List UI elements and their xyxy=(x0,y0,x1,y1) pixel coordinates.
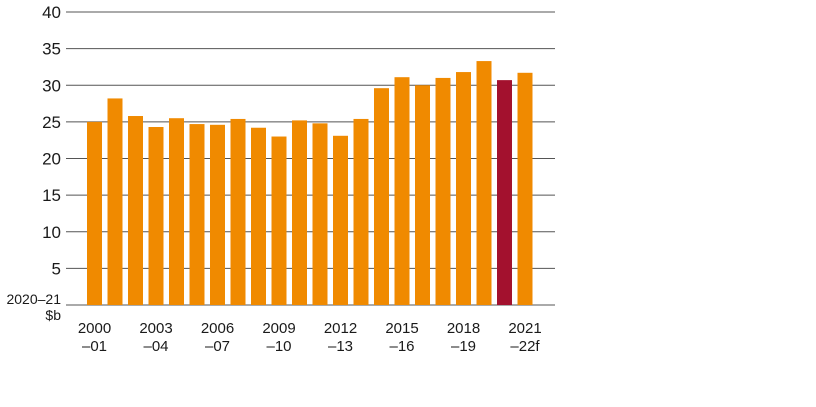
bar-2 xyxy=(128,116,143,305)
bar-18 xyxy=(456,72,471,305)
x-tick-label-suffix: –16 xyxy=(389,338,414,355)
bar-7 xyxy=(230,118,246,305)
y-tick-label: 40 xyxy=(42,3,61,22)
bar-5 xyxy=(189,124,205,305)
x-tick-label-year: 2006 xyxy=(201,320,234,337)
bar-14 xyxy=(374,88,389,306)
bar-19 xyxy=(476,61,492,305)
x-tick-label-suffix: –04 xyxy=(143,338,168,355)
x-tick-label-suffix: –22f xyxy=(510,338,540,355)
bar-13 xyxy=(353,118,369,305)
bar-6 xyxy=(210,124,225,306)
y-axis-unit-year: 2020–21 xyxy=(6,291,61,307)
bars xyxy=(87,61,533,306)
x-tick-label-suffix: –07 xyxy=(205,338,230,355)
x-tick-label-suffix: –19 xyxy=(451,338,476,355)
bar-17 xyxy=(435,77,451,305)
x-tick-label-suffix: –13 xyxy=(328,338,353,355)
y-tick-label: 5 xyxy=(52,259,61,278)
bar-0 xyxy=(87,121,102,305)
bar-21 xyxy=(517,72,533,305)
bar-15 xyxy=(394,77,410,305)
y-axis-ticks: 40 35 30 25 20 15 10 5 xyxy=(42,3,61,278)
x-tick-label-year: 2018 xyxy=(447,320,480,337)
bar-12 xyxy=(333,135,348,305)
y-tick-label: 30 xyxy=(42,76,61,95)
y-tick-label: 35 xyxy=(42,40,61,59)
x-tick-label-year: 2000 xyxy=(78,320,111,337)
bar-9 xyxy=(271,136,287,305)
x-tick-label-year: 2012 xyxy=(324,320,357,337)
x-tick-label-year: 2009 xyxy=(262,320,295,337)
bar-8 xyxy=(251,127,266,305)
bar-3 xyxy=(148,127,164,305)
bar-10 xyxy=(292,120,307,305)
x-tick-label-suffix: –10 xyxy=(266,338,291,355)
bar-4 xyxy=(169,118,184,306)
x-tick-label-year: 2003 xyxy=(139,320,172,337)
bar-20 xyxy=(497,80,512,305)
y-tick-label: 15 xyxy=(42,186,61,205)
y-tick-label: 25 xyxy=(42,113,61,132)
gridlines xyxy=(66,11,555,306)
bar-11 xyxy=(312,123,328,305)
bar-1 xyxy=(107,98,123,305)
bar-16 xyxy=(415,85,430,305)
x-tick-label-year: 2015 xyxy=(385,320,418,337)
y-tick-label: 20 xyxy=(42,150,61,169)
x-axis-labels: 2000–012003–042006–072009–102012–132015–… xyxy=(78,320,542,355)
x-tick-label-suffix: –01 xyxy=(82,338,107,355)
x-tick-label-year: 2021 xyxy=(508,320,541,337)
y-tick-label: 10 xyxy=(42,223,61,242)
y-axis-unit-currency: $b xyxy=(45,307,61,323)
